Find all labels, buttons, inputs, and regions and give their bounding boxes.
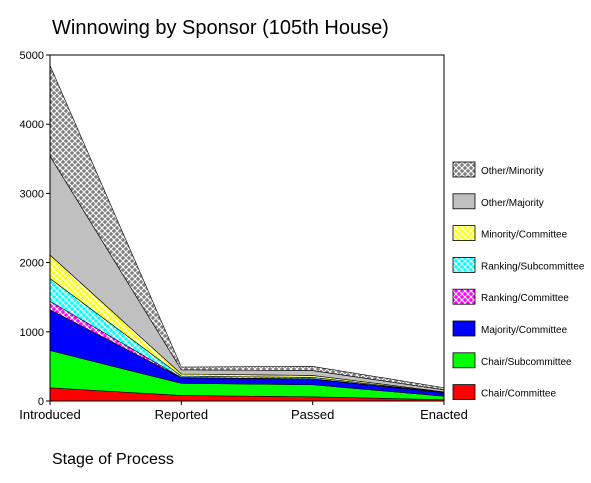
legend: Other/Minority Other/Majority Minority/Com… [452, 161, 585, 401]
y-tick-label: 2000 [20, 258, 44, 270]
y-axis: 0 1000 2000 3000 4000 5000 [20, 50, 50, 408]
y-tick-label: 5000 [20, 50, 44, 62]
legend-item: Minority/Committee [452, 225, 568, 242]
plot-area [49, 54, 445, 402]
legend-item: Majority/Committee [452, 320, 568, 337]
legend-item: Other/Majority [452, 193, 544, 210]
x-tick-label: Reported [155, 407, 208, 422]
x-axis-title: Stage of Process [52, 451, 174, 468]
legend-swatch [452, 384, 476, 401]
legend-swatch [452, 288, 476, 305]
legend-label: Ranking/Committee [481, 293, 569, 304]
x-tick-label: Passed [291, 407, 334, 422]
chart-title: Winnowing by Sponsor (105th House) [52, 17, 389, 39]
legend-item: Ranking/Subcommittee [452, 256, 585, 273]
legend-label: Minority/Committee [481, 230, 568, 241]
y-tick-label: 0 [38, 396, 44, 408]
legend-item: Ranking/Committee [452, 288, 569, 305]
y-tick-label: 3000 [20, 188, 44, 200]
legend-swatch [452, 225, 476, 242]
x-tick-label: Introduced [19, 407, 80, 422]
y-tick-label: 4000 [20, 119, 44, 131]
legend-label: Chair/Subcommittee [481, 357, 572, 368]
legend-swatch [452, 161, 476, 178]
legend-swatch [452, 320, 476, 337]
legend-label: Other/Majority [481, 198, 544, 209]
legend-item: Other/Minority [452, 161, 544, 178]
x-axis: Introduced Reported Passed Enacted [19, 401, 468, 422]
plot-border [49, 54, 445, 402]
legend-swatch [452, 193, 476, 210]
legend-swatch [452, 352, 476, 369]
legend-label: Majority/Committee [481, 325, 568, 336]
legend-label: Other/Minority [481, 166, 544, 177]
legend-label: Ranking/Subcommittee [481, 261, 585, 272]
y-tick-label: 1000 [20, 327, 44, 339]
legend-label: Chair/Committee [481, 389, 556, 400]
legend-swatch [452, 256, 476, 273]
legend-item: Chair/Committee [452, 384, 556, 401]
legend-item: Chair/Subcommittee [452, 352, 572, 369]
x-tick-label: Enacted [420, 407, 468, 422]
